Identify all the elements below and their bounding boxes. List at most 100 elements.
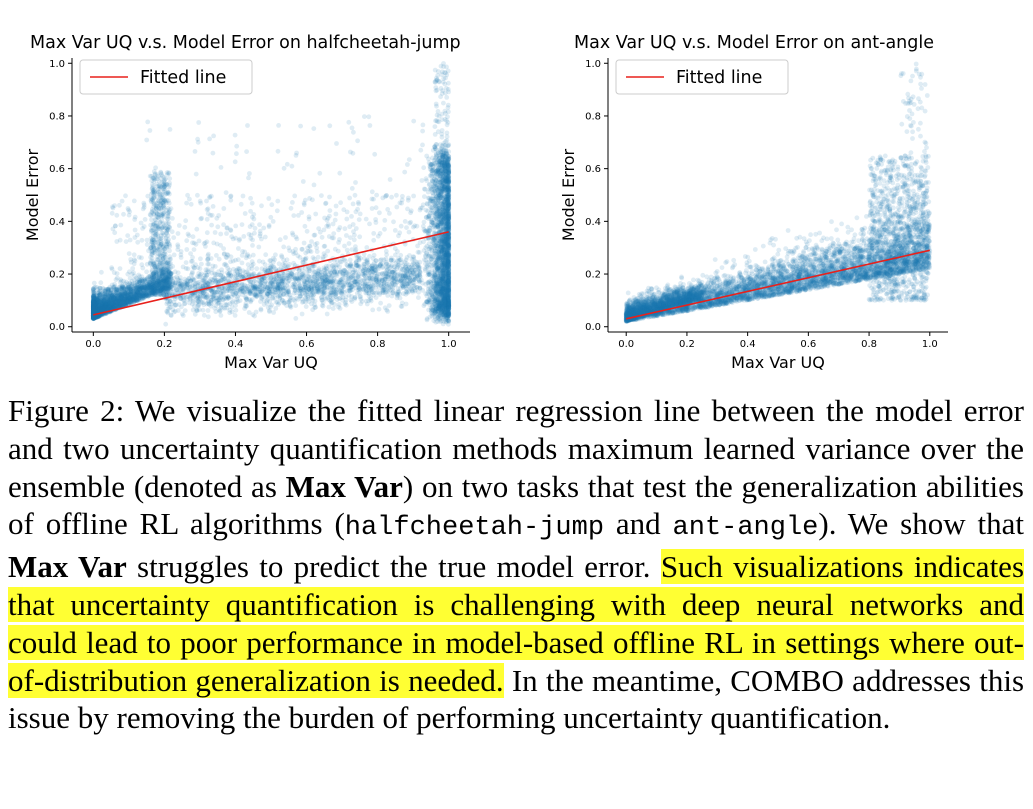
scatter-point (91, 309, 96, 314)
scatter-point (165, 279, 170, 285)
scatter-point (320, 300, 326, 305)
scatter-point (148, 292, 154, 298)
scatter-point (91, 301, 97, 307)
scatter-point (127, 287, 133, 292)
scatter-point (91, 290, 96, 295)
scatter-point (95, 304, 101, 310)
scatter-point (117, 296, 123, 302)
scatter-point (91, 309, 97, 315)
scatter-point (133, 297, 139, 303)
scatter-point (118, 302, 123, 307)
scatter-point (154, 284, 160, 289)
scatter-point (95, 300, 100, 305)
scatter-point (111, 302, 117, 308)
scatter-point (124, 291, 130, 297)
scatter-point (147, 275, 153, 281)
scatter-point (142, 284, 148, 289)
scatter-point (101, 293, 107, 299)
scatter-point (218, 304, 224, 310)
scatter-point (252, 313, 257, 319)
scatter-point (137, 279, 143, 284)
scatter-point (160, 287, 166, 293)
scatter-point (115, 299, 121, 304)
scatter-point (205, 269, 211, 275)
scatter-point (97, 289, 103, 295)
scatter-point (157, 186, 163, 191)
scatter-point (127, 291, 133, 296)
scatter-point (136, 293, 141, 299)
scatter-point (93, 303, 98, 308)
scatter-point (125, 298, 130, 304)
scatter-point (162, 276, 168, 282)
scatter-point (130, 297, 136, 303)
scatter-point (94, 297, 100, 303)
scatter-point (147, 280, 153, 285)
scatter-point (166, 190, 171, 195)
scatter-point (91, 306, 96, 312)
scatter-point (165, 286, 171, 292)
scatter-point (93, 309, 99, 314)
scatter-point (117, 293, 123, 299)
scatter-point (132, 298, 138, 304)
scatter-point (94, 307, 100, 313)
scatter-point (145, 285, 150, 291)
scatter-point (105, 297, 111, 302)
scatter-point (91, 307, 96, 313)
scatter-point (98, 297, 104, 303)
scatter-point (154, 285, 160, 291)
scatter-point (108, 300, 114, 306)
scatter-point (123, 296, 128, 302)
scatter-point (122, 295, 127, 301)
scatter-point (94, 305, 99, 310)
scatter-point (313, 279, 319, 284)
scatter-point (91, 298, 96, 303)
scatter-point (153, 270, 159, 276)
scatter-point (91, 304, 96, 310)
scatter-point (97, 285, 102, 291)
scatter-point (139, 291, 145, 297)
scatter-point (98, 306, 104, 312)
scatter-point (131, 277, 137, 283)
scatter-point (109, 291, 115, 296)
scatter-point (131, 291, 137, 297)
scatter-point (160, 267, 166, 273)
scatter-point (164, 279, 170, 285)
scatter-point (98, 304, 104, 310)
scatter-point (114, 293, 120, 299)
scatter-point (128, 300, 134, 306)
scatter-point (347, 257, 353, 263)
scatter-point (91, 302, 97, 308)
scatter-point (287, 299, 292, 304)
scatter-point (128, 287, 134, 293)
scatter-point (91, 302, 96, 308)
scatter-point (133, 298, 139, 303)
scatter-point (95, 303, 101, 309)
scatter-point (95, 300, 101, 306)
scatter-point (90, 298, 96, 303)
scatter-point (155, 257, 161, 263)
scatter-point (91, 305, 96, 311)
scatter-point (132, 296, 137, 301)
scatter-point (128, 299, 134, 305)
scatter-point (145, 281, 151, 287)
scatter-point (106, 297, 112, 302)
scatter-point (213, 279, 219, 284)
scatter-point (141, 293, 147, 298)
scatter-point (125, 284, 131, 290)
scatter-point (123, 295, 128, 301)
scatter-point (150, 278, 156, 283)
scatter-point (269, 302, 275, 308)
scatter-point (91, 309, 96, 315)
scatter-point (103, 301, 108, 307)
scatter-point (112, 303, 118, 308)
scatter-point (96, 308, 102, 314)
scatter-point (152, 291, 157, 296)
scatter-point (91, 295, 96, 300)
scatter-point (101, 300, 107, 306)
scatter-point (114, 287, 120, 292)
scatter-point (133, 295, 139, 301)
scatter-point (159, 277, 165, 282)
scatter-point (113, 299, 119, 304)
scatter-point (118, 297, 124, 302)
scatter-point (123, 296, 128, 302)
